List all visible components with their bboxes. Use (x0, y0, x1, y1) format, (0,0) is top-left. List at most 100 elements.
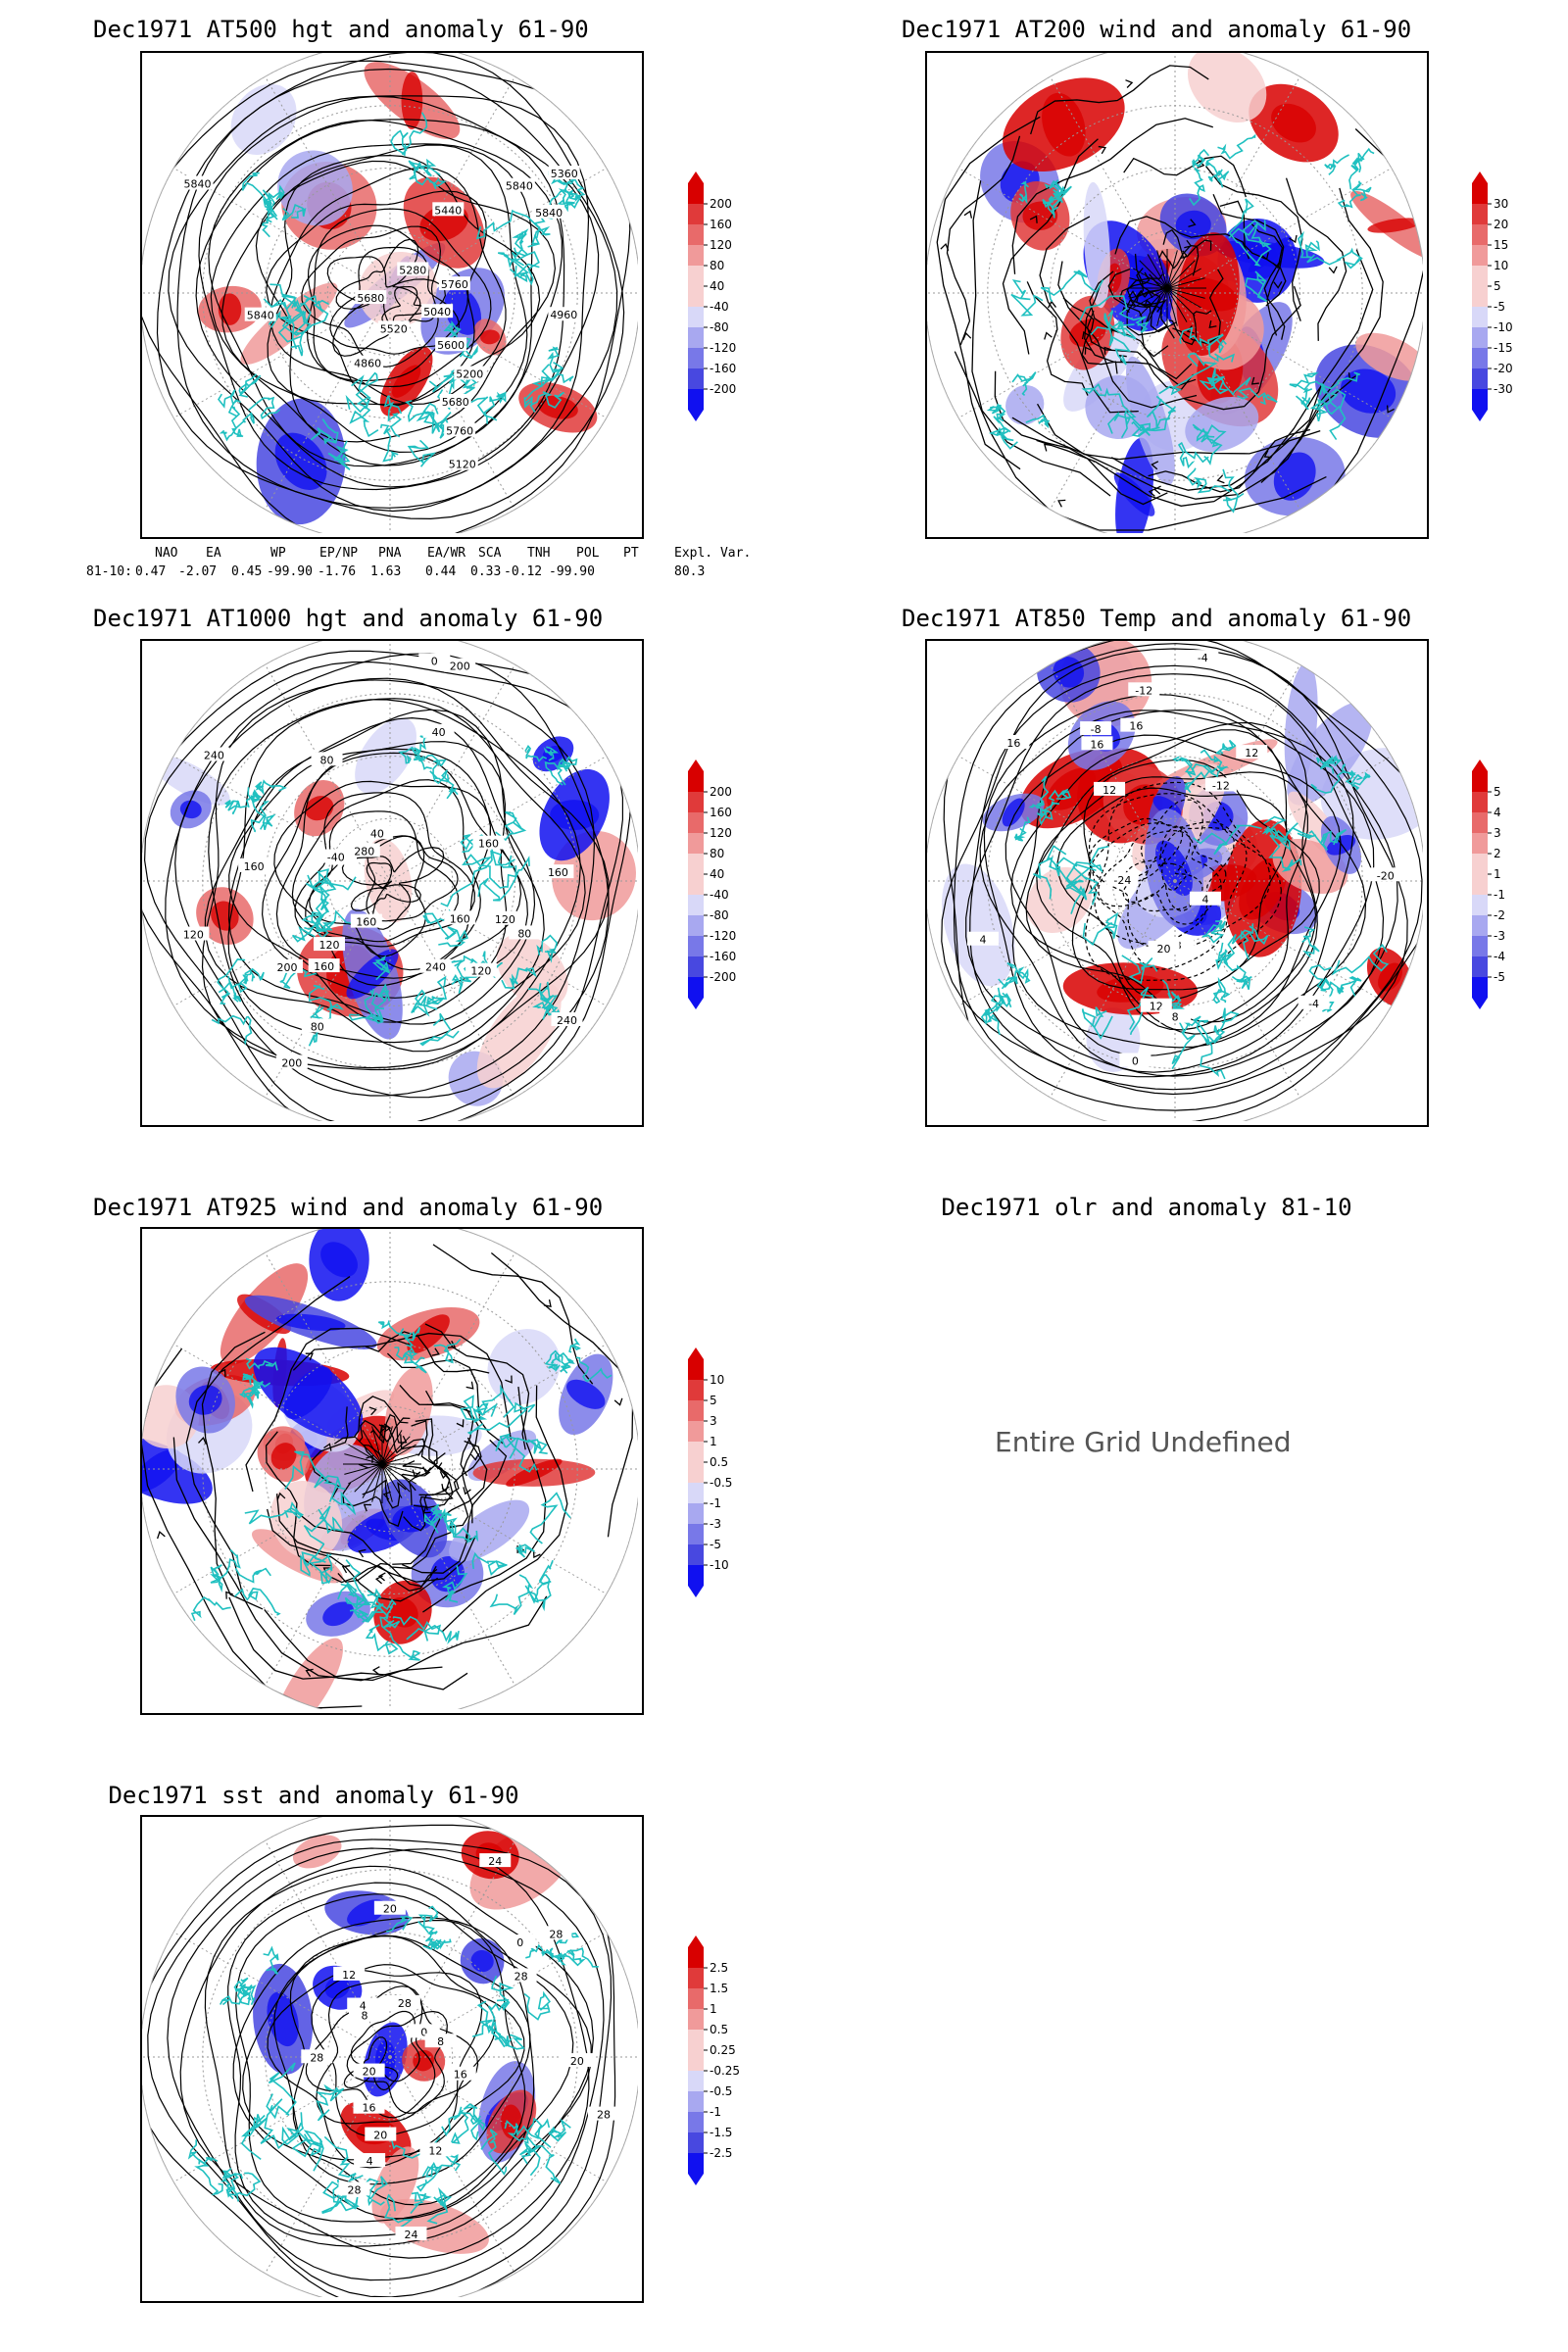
index-value: 0.45 (231, 564, 263, 579)
contour-label: 20 (383, 1903, 397, 1916)
coastline (451, 2106, 469, 2144)
contour-label-bg (1080, 721, 1112, 736)
coastline (314, 1473, 357, 1516)
colorbar-segment (1472, 936, 1488, 956)
coastline (504, 2117, 551, 2137)
streamline (1205, 166, 1303, 321)
contour-label-bg (270, 958, 303, 973)
pole-streamline (354, 1463, 383, 1493)
coastline (998, 976, 1018, 990)
colorbar-tick-label: 200 (710, 197, 732, 211)
contour-line (381, 285, 435, 325)
contour-label-bg (373, 1900, 406, 1915)
contour-line (1004, 734, 1342, 1057)
contour-label-bg (275, 1054, 308, 1069)
streamline (275, 1494, 476, 1583)
colorbar-tick-label: 10 (1494, 259, 1508, 272)
colorbar-tick-label: -2.5 (710, 2146, 732, 2160)
coastline (526, 1574, 552, 1612)
map-frame-p7: 28 24 24 20 20 16 12 8 4 0 28 28 28 28 20 16 12 8 4 0 20 28 (140, 1815, 644, 2303)
streamline-arrow (1188, 219, 1197, 227)
streamline-arrow (1057, 499, 1066, 508)
coastline (1177, 441, 1209, 469)
coastline (422, 1937, 442, 1950)
coastline (303, 2130, 324, 2172)
index-header: EA (206, 546, 221, 561)
contour-label: 5280 (399, 264, 426, 276)
coastline (245, 1357, 278, 1371)
coastline (1319, 371, 1361, 396)
contour-label-bg (587, 2106, 619, 2121)
anomaly-core (322, 1601, 354, 1627)
coastline (1336, 975, 1362, 997)
coastline (1079, 295, 1150, 333)
streamline-arrow (1148, 487, 1156, 497)
streamline (311, 1406, 349, 1499)
coastline (1268, 834, 1302, 872)
contour-label: -12 (1135, 684, 1152, 697)
colorbar-tick-label: -40 (710, 888, 729, 902)
coastline (477, 856, 530, 902)
streamline (1168, 310, 1212, 346)
streamline-arrow (383, 1423, 392, 1433)
colorbar-tick-label: 3 (1494, 826, 1501, 840)
streamline (1285, 177, 1348, 341)
polar-map: 5840 5760 5680 5200 5120 5040 4960 4860 5280 5360… (142, 53, 638, 533)
coastline (525, 1943, 554, 1959)
coastline (1215, 169, 1230, 188)
coastline (263, 298, 312, 350)
coastline (315, 2083, 345, 2122)
streamline-arrow (157, 1531, 166, 1540)
streamline (422, 1387, 547, 1613)
colorbar-tick-label: 1 (1494, 867, 1501, 881)
streamline-arrow (366, 1454, 373, 1463)
coastline (407, 439, 437, 467)
streamline (267, 1508, 439, 1602)
contour-label: 0 (431, 656, 438, 668)
polar-map (927, 53, 1423, 533)
anomaly-patch (1005, 384, 1045, 425)
contour-label: 5200 (456, 368, 483, 380)
streamline-arrow (1260, 252, 1269, 261)
anomaly-core (566, 1379, 606, 1409)
coastline (1158, 979, 1182, 1011)
coastline (425, 975, 448, 1006)
streamline (1089, 270, 1193, 380)
pole-streamline (1139, 260, 1168, 289)
coastline (491, 1975, 514, 2011)
contour-label-bg (355, 290, 387, 305)
contour-line (943, 641, 1423, 1121)
colorbar-tick-label: -1 (710, 1496, 721, 1510)
coastline (1179, 326, 1224, 352)
coastline (1223, 923, 1254, 983)
coastline (558, 1353, 572, 1374)
coastline (187, 2139, 219, 2165)
colorbar-arrow-bottom (688, 1586, 704, 1597)
contour-line (311, 1964, 496, 2138)
colorbar-tick-label: -10 (710, 1558, 729, 1572)
anomaly-core (470, 1949, 494, 1973)
anomaly-core (1155, 840, 1193, 896)
coastline (575, 1356, 612, 1383)
colorbar-segment (1472, 833, 1488, 854)
coastline (383, 394, 403, 438)
contour-label-bg (395, 2226, 427, 2240)
anomaly-core (283, 1366, 333, 1420)
coastline (430, 1938, 452, 1951)
streamline-arrow (363, 1503, 371, 1512)
contour-label: 40 (432, 726, 446, 739)
coastline (364, 988, 385, 1024)
contour-label: 28 (398, 1997, 412, 2010)
colorbar-segment (688, 2132, 704, 2153)
coastline (1028, 804, 1050, 818)
pole-streamline (1166, 254, 1188, 289)
colorbar-segment (688, 1565, 704, 1586)
contour-label: 28 (549, 1928, 563, 1940)
streamline-arrow (225, 1591, 233, 1599)
pole-streamline (1133, 287, 1168, 309)
contour-label-bg (444, 2066, 476, 2081)
anomaly-core (1053, 657, 1085, 688)
colorbar-segment (1472, 895, 1488, 915)
coastline (1196, 427, 1223, 466)
streamline (333, 1396, 409, 1445)
